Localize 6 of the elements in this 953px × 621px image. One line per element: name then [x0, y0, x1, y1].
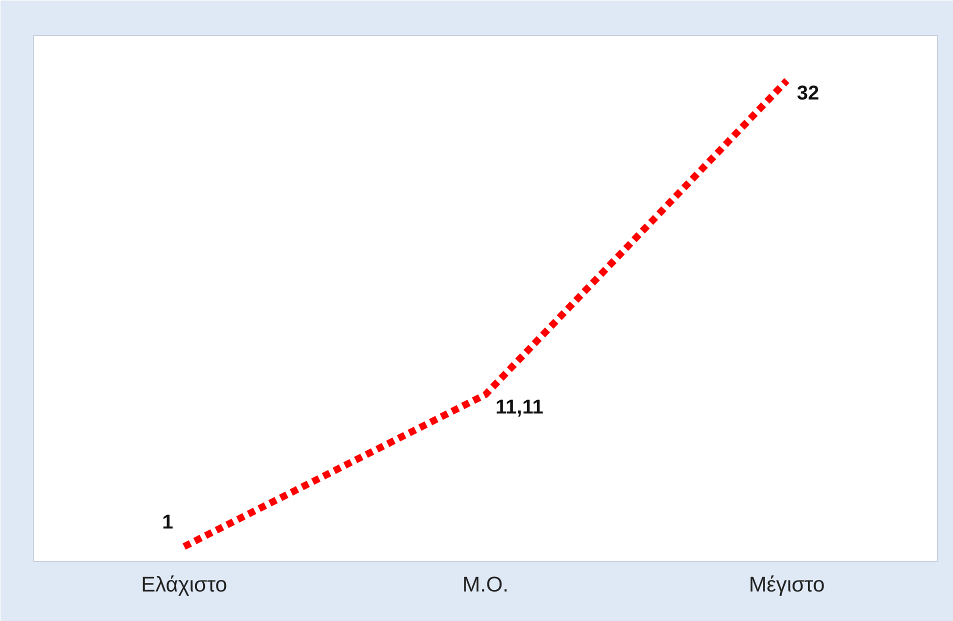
- x-tick-label: Μ.Ο.: [462, 572, 509, 596]
- data-label: 1: [162, 511, 174, 534]
- data-label: 32: [796, 82, 820, 105]
- x-tick-label: Ελάχιστο: [141, 572, 228, 596]
- x-tick-label: Μέγιστο: [748, 572, 825, 596]
- data-label: 11,11: [496, 396, 544, 419]
